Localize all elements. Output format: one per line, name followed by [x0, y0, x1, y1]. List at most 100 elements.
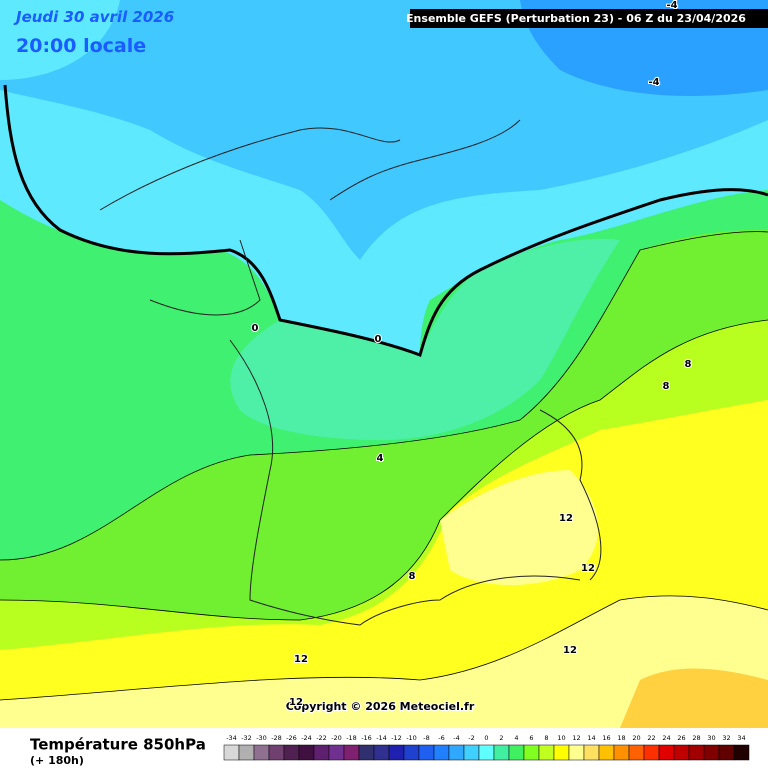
- contour-label: 4: [377, 453, 384, 464]
- legend-label: -32: [241, 734, 252, 742]
- legend-label: -8: [423, 734, 429, 742]
- legend-swatch: [223, 744, 240, 761]
- legend-label: 34: [737, 734, 745, 742]
- legend-swatch: [703, 744, 720, 761]
- legend-swatch: [433, 744, 450, 761]
- legend-swatch: [388, 744, 405, 761]
- legend-label: -30: [256, 734, 267, 742]
- legend-swatch: [463, 744, 480, 761]
- legend-label: 8: [544, 734, 548, 742]
- legend-label: -6: [438, 734, 444, 742]
- contour-label: 0: [375, 334, 382, 345]
- legend-label: -4: [453, 734, 459, 742]
- legend-swatch: [718, 744, 735, 761]
- legend-label: -24: [301, 734, 312, 742]
- legend-swatch: [313, 744, 330, 761]
- legend-swatch: [508, 744, 525, 761]
- legend-label: 22: [647, 734, 655, 742]
- contour-label: 12: [581, 563, 595, 574]
- legend-label: 2: [499, 734, 503, 742]
- legend-label: 10: [557, 734, 565, 742]
- isotherm-4: [0, 231, 768, 561]
- legend-label: 0: [484, 734, 488, 742]
- legend-swatch: [343, 744, 360, 761]
- zero-isotherm: [3, 84, 768, 357]
- legend-swatch: [358, 744, 375, 761]
- legend-swatch: [253, 744, 270, 761]
- legend-swatch: [688, 744, 705, 761]
- legend-swatch: [523, 744, 540, 761]
- legend-label: 28: [692, 734, 700, 742]
- legend-label: 14: [587, 734, 595, 742]
- date: Jeudi 30 avril 2026: [13, 8, 174, 26]
- legend-swatch: [298, 744, 315, 761]
- contour-label: 12: [563, 645, 577, 656]
- legend-label: 18: [617, 734, 625, 742]
- run-info: Ensemble GEFS (Perturbation 23) - 06 Z d…: [406, 12, 746, 25]
- hot-zone-se: [440, 470, 599, 585]
- legend-swatch: [373, 744, 390, 761]
- legend-swatch: [583, 744, 600, 761]
- contour-label: 8: [663, 381, 670, 392]
- contour-label: 12: [289, 697, 303, 708]
- legend-label: -28: [271, 734, 282, 742]
- legend-label: 6: [529, 734, 533, 742]
- isotherm-8: [0, 319, 768, 621]
- legend-label: -2: [468, 734, 474, 742]
- legend-label: -10: [406, 734, 417, 742]
- mild-zone: [230, 238, 621, 440]
- legend-label: -22: [316, 734, 327, 742]
- legend-swatch: [673, 744, 690, 761]
- footer-lead: (+ 180h): [30, 754, 84, 767]
- legend-swatch: [403, 744, 420, 761]
- legend-label: 4: [514, 734, 518, 742]
- legend-swatch: [493, 744, 510, 761]
- legend-label: 32: [722, 734, 730, 742]
- legend-label: -16: [361, 734, 372, 742]
- legend-swatch: [568, 744, 585, 761]
- legend-swatch: [418, 744, 435, 761]
- legend-swatch: [733, 744, 750, 761]
- contour-label: -4: [666, 0, 677, 11]
- legend-swatch: [448, 744, 465, 761]
- legend-label: 16: [602, 734, 610, 742]
- legend-swatch: [238, 744, 255, 761]
- contour-label: 12: [559, 513, 573, 524]
- legend-swatch: [628, 744, 645, 761]
- footer-title: Température 850hPa: [30, 736, 206, 754]
- cold-zone-nw: [0, 0, 120, 80]
- legend-swatch: [658, 744, 675, 761]
- legend-swatch: [553, 744, 570, 761]
- legend-swatch: [613, 744, 630, 761]
- legend-label: -14: [376, 734, 387, 742]
- copyright: Copyright © 2026 Meteociel.fr: [286, 700, 475, 713]
- run-box: [410, 9, 768, 28]
- legend-label: 12: [572, 734, 580, 742]
- legend-swatch: [283, 744, 300, 761]
- legend-swatch: [268, 744, 285, 761]
- legend-label: 24: [662, 734, 670, 742]
- legend-label: -12: [391, 734, 402, 742]
- orange-zone: [620, 668, 768, 728]
- legend-swatch: [328, 744, 345, 761]
- legend-label: 20: [632, 734, 640, 742]
- legend-swatch: [598, 744, 615, 761]
- legend-swatch: [643, 744, 660, 761]
- legend-label: -20: [331, 734, 342, 742]
- isotherm-12: [0, 595, 768, 701]
- time: 20:00 locale: [16, 35, 146, 57]
- legend-swatch: [538, 744, 555, 761]
- legend-label: 30: [707, 734, 715, 742]
- coastline: [99, 119, 602, 626]
- hottest-zone: [0, 595, 768, 728]
- legend-label: -26: [286, 734, 297, 742]
- contour-label: 12: [294, 654, 308, 665]
- legend-label: -34: [226, 734, 237, 742]
- contour-label: 8: [685, 359, 692, 370]
- contour-label: 8: [409, 571, 416, 582]
- legend-label: 26: [677, 734, 685, 742]
- legend-swatch: [478, 744, 495, 761]
- contour-label: 0: [252, 323, 259, 334]
